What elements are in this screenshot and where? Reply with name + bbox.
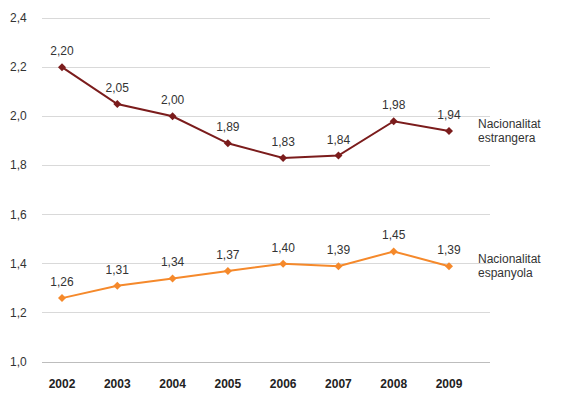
marker bbox=[169, 274, 177, 282]
data-label: 1,89 bbox=[216, 120, 240, 134]
x-tick-label: 2009 bbox=[436, 377, 463, 391]
grid-line bbox=[42, 116, 490, 117]
data-label: 1,45 bbox=[382, 228, 406, 242]
data-label: 1,39 bbox=[437, 243, 461, 257]
marker bbox=[334, 152, 342, 160]
y-tick-label: 1,0 bbox=[10, 355, 27, 369]
y-tick-label: 1,6 bbox=[10, 208, 27, 222]
series-name-line: espanyola bbox=[478, 266, 533, 280]
series-name: Nacionalitatespanyola bbox=[478, 252, 541, 280]
x-tick-label: 2006 bbox=[270, 377, 297, 391]
grid-line bbox=[42, 165, 490, 166]
marker bbox=[224, 267, 232, 275]
data-label: 1,84 bbox=[327, 133, 351, 147]
grid-line bbox=[42, 312, 490, 313]
series-line bbox=[62, 251, 449, 298]
y-tick-label: 1,4 bbox=[10, 257, 27, 271]
data-label: 1,94 bbox=[437, 108, 461, 122]
series-name-line: estrangera bbox=[478, 131, 536, 145]
marker bbox=[113, 100, 121, 108]
marker bbox=[279, 154, 287, 162]
grid-line bbox=[42, 214, 490, 215]
series-name-line: Nacionalitat bbox=[478, 117, 541, 131]
data-label: 1,34 bbox=[161, 255, 185, 269]
series-name: Nacionalitatestrangera bbox=[478, 117, 541, 145]
data-label: 1,31 bbox=[106, 263, 130, 277]
x-tick-label: 2007 bbox=[325, 377, 352, 391]
marker bbox=[390, 117, 398, 125]
data-label: 1,83 bbox=[271, 135, 295, 149]
grid-line bbox=[42, 67, 490, 68]
marker bbox=[445, 127, 453, 135]
y-tick-label: 1,2 bbox=[10, 306, 27, 320]
marker bbox=[58, 294, 66, 302]
x-tick-label: 2004 bbox=[159, 377, 186, 391]
data-label: 1,98 bbox=[382, 98, 406, 112]
marker bbox=[445, 262, 453, 270]
marker bbox=[169, 112, 177, 120]
labels: 2,20 2,05 2,00 1,89 1,83 1,84 1,98 1,94 1,26 1,31… bbox=[50, 44, 461, 289]
marker bbox=[113, 282, 121, 290]
data-label: 1,39 bbox=[327, 243, 351, 257]
marker bbox=[334, 262, 342, 270]
data-label: 1,40 bbox=[271, 241, 295, 255]
series-name-line: Nacionalitat bbox=[478, 252, 541, 266]
data-label: 2,05 bbox=[106, 81, 130, 95]
data-label: 2,00 bbox=[161, 93, 185, 107]
grid-line bbox=[42, 18, 490, 19]
grid-line bbox=[42, 362, 490, 363]
data-label: 1,26 bbox=[50, 275, 74, 289]
marker bbox=[224, 139, 232, 147]
series-line bbox=[62, 67, 449, 158]
chart: 1,0 1,2 1,4 1,6 1,8 2,0 2,2 2,4 2002 2003 2004 2005… bbox=[0, 0, 564, 410]
marker bbox=[279, 260, 287, 268]
y-tick-label: 2,4 bbox=[10, 11, 27, 25]
x-tick-label: 2002 bbox=[49, 377, 76, 391]
plot-area bbox=[58, 63, 453, 302]
data-label: 1,37 bbox=[216, 248, 240, 262]
marker bbox=[390, 247, 398, 255]
data-label: 2,20 bbox=[50, 44, 74, 58]
x-tick-label: 2003 bbox=[104, 377, 131, 391]
x-tick-label: 2008 bbox=[380, 377, 407, 391]
y-tick-label: 2,2 bbox=[10, 60, 27, 74]
marker bbox=[58, 63, 66, 71]
y-tick-label: 1,8 bbox=[10, 158, 27, 172]
y-tick-label: 2,0 bbox=[10, 109, 27, 123]
x-tick-label: 2005 bbox=[215, 377, 242, 391]
